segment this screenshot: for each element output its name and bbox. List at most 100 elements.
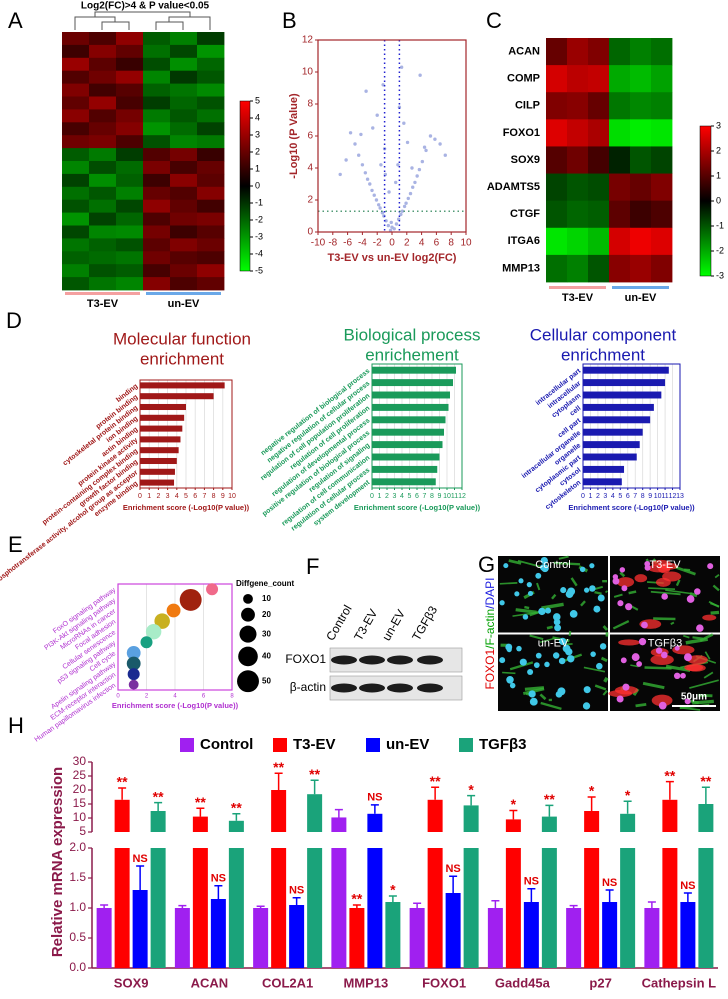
error-bar <box>232 813 241 821</box>
point <box>338 172 342 177</box>
point <box>380 211 385 215</box>
legend-label: Control <box>200 736 253 753</box>
actin-fiber <box>529 634 544 641</box>
nucleus <box>684 698 691 705</box>
actin-fiber <box>683 634 690 639</box>
heatmap-cell <box>170 148 198 162</box>
micrograph-label: T3-EV <box>649 559 681 571</box>
bar <box>140 393 214 400</box>
heatmap-cell <box>630 227 652 256</box>
heatmap-cell <box>89 109 117 123</box>
row-label: SOX9 <box>511 154 540 166</box>
heatmap-cell <box>197 199 225 213</box>
point <box>364 89 368 93</box>
x-tick-label: 4 <box>400 493 404 500</box>
blot-band <box>387 683 413 693</box>
heatmap-cell <box>609 227 631 256</box>
heatmap-cell <box>170 238 198 252</box>
heatmap-cell <box>588 254 610 283</box>
bar <box>253 908 269 968</box>
heatmap-cell <box>62 57 90 72</box>
heatmap-cell <box>62 148 90 162</box>
colorbar <box>239 100 251 272</box>
heatmap-cell <box>170 277 198 291</box>
colorbar-tick-label: -2 <box>716 245 724 255</box>
heatmap-cell <box>197 148 225 162</box>
significance-label: ** <box>195 794 206 810</box>
x-tick-label: 7 <box>202 493 206 500</box>
heatmap-cell <box>143 186 171 201</box>
nucleus <box>673 672 681 680</box>
nucleus <box>553 618 561 626</box>
point <box>353 142 357 146</box>
nucleus <box>597 594 605 602</box>
nucleus <box>612 574 619 580</box>
heatmap-cell <box>197 44 225 59</box>
actin-fiber <box>580 600 586 607</box>
bubble <box>166 603 181 618</box>
x-tick-label: 8 <box>212 493 216 500</box>
nucleus <box>638 638 647 646</box>
bar <box>505 819 521 832</box>
point <box>415 174 419 178</box>
x-tick-label: 8 <box>448 238 454 249</box>
heatmap-cell <box>588 146 610 174</box>
error-bar <box>256 905 265 908</box>
error-bar <box>569 904 578 908</box>
point <box>402 204 407 209</box>
heatmap-cell <box>588 227 610 256</box>
nucleus <box>503 563 509 569</box>
panel-letter: G <box>478 552 495 577</box>
bar <box>583 465 625 473</box>
y-tick-label: 10 <box>302 67 314 78</box>
heatmap-cell <box>62 161 90 175</box>
bar <box>583 366 669 374</box>
heatmap-cell <box>143 277 171 291</box>
bar <box>583 441 640 449</box>
legend-label: 50 <box>262 676 271 685</box>
colorbar-tick-label: -1 <box>716 220 724 230</box>
heatmap-cell <box>651 200 673 229</box>
heatmap-cell <box>651 38 673 66</box>
heatmap-cell <box>116 135 144 149</box>
bar <box>150 848 166 968</box>
actin-fiber <box>689 592 698 598</box>
error-bar <box>431 786 440 800</box>
x-tick-label: 1 <box>589 493 593 500</box>
error-bar <box>178 904 187 908</box>
heatmap-cell <box>143 212 171 226</box>
actin-fiber <box>524 686 545 691</box>
point <box>438 142 442 146</box>
heatmap-cell <box>89 212 117 226</box>
heatmap-cell <box>116 186 144 201</box>
nucleus <box>560 587 567 594</box>
heatmap-cell <box>170 225 198 239</box>
x-tick-label: 5 <box>184 493 188 500</box>
point <box>394 222 399 226</box>
actin-fiber <box>689 679 719 689</box>
heatmap-cell <box>116 44 144 59</box>
actin-fiber <box>619 571 626 578</box>
heatmap-cell <box>197 264 225 278</box>
heatmap-cell <box>89 161 117 175</box>
actin-fiber <box>570 577 578 587</box>
legend-bubble <box>237 670 259 693</box>
point <box>433 137 437 141</box>
bubble <box>154 613 170 629</box>
actin-fiber <box>635 702 647 708</box>
heatmap-cell <box>588 92 610 120</box>
heatmap-cell <box>89 264 117 278</box>
heatmap-cell <box>116 199 144 213</box>
x-axis-label: Enrichment score (-Log10(P value)) <box>568 503 695 512</box>
heatmap-cell <box>116 277 144 291</box>
heatmap-cell <box>197 186 225 201</box>
heatmap-cell <box>651 119 673 147</box>
nucleus <box>686 595 695 603</box>
nucleus <box>499 657 506 664</box>
bar <box>662 799 678 832</box>
bar <box>698 848 714 968</box>
nucleus <box>516 645 522 652</box>
bar <box>372 453 440 461</box>
point <box>372 193 376 197</box>
panel-letter: D <box>6 308 22 333</box>
